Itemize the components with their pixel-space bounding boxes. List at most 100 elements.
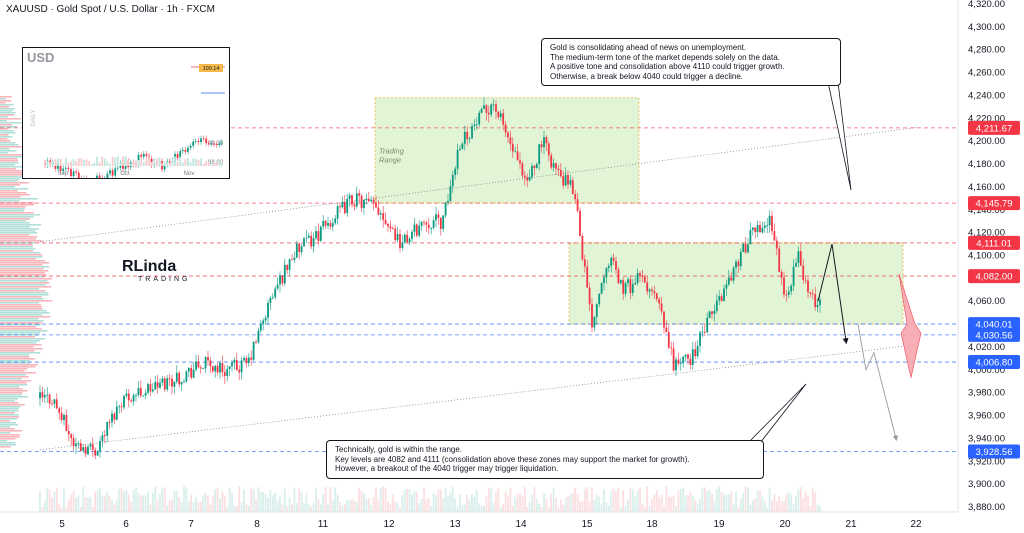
profile-bar	[0, 262, 50, 264]
profile-bar	[0, 186, 15, 188]
volume-bar	[262, 492, 265, 512]
candle-body	[694, 349, 697, 357]
volume-bar	[583, 488, 586, 512]
volume-bar	[190, 494, 193, 512]
candle-body	[591, 304, 593, 328]
profile-bar	[0, 444, 16, 446]
callout-top[interactable]: Gold is consolidating ahead of news on u…	[541, 38, 841, 87]
level-label-bg	[968, 120, 1020, 135]
price-tick-label: 3,960.00	[968, 411, 1005, 422]
inset-volume-bar	[111, 156, 114, 166]
profile-bar	[0, 268, 44, 270]
candle-body	[207, 357, 209, 361]
candle-body	[528, 176, 531, 181]
volume-bar	[123, 491, 125, 512]
inset-volume-bar	[189, 162, 192, 166]
volume-bar	[312, 503, 315, 512]
time-axis[interactable]: 5 6 7 8 11 12 13 14 15 18 19 20 21 22	[59, 519, 922, 530]
candle-body	[123, 395, 125, 408]
volume-bar	[120, 487, 123, 512]
candle-body	[245, 358, 248, 364]
inset-volume-bar	[184, 158, 187, 166]
inset-candle-body	[62, 168, 65, 171]
profile-bar	[0, 350, 35, 352]
candle-body	[761, 227, 764, 233]
volume-bar	[634, 496, 637, 512]
price-tick-label: 4,200.00	[968, 136, 1005, 147]
profile-bar	[0, 304, 42, 306]
profile-bar	[0, 430, 23, 432]
volume-bar	[406, 489, 409, 512]
volume-bar	[178, 496, 181, 512]
profile-bar	[0, 432, 11, 434]
volume-bar	[171, 499, 173, 512]
volume-bar	[185, 487, 188, 512]
volume-bar	[768, 487, 771, 512]
volume-bar	[127, 494, 130, 512]
volume-bar	[504, 491, 507, 512]
volume-bar	[319, 504, 322, 512]
price-tick-label: 4,180.00	[968, 159, 1005, 170]
candle-body	[420, 221, 423, 226]
candle-body	[319, 226, 322, 241]
inset-candle-body	[194, 140, 197, 142]
candle-body	[180, 381, 183, 385]
volume-bar	[593, 499, 596, 512]
volume-bar	[286, 506, 289, 512]
profile-bar	[0, 294, 49, 296]
candle-body	[250, 357, 253, 360]
volume-bar	[403, 489, 406, 512]
inset-candle-body	[197, 140, 200, 143]
volume-bar	[327, 504, 329, 512]
inset-candle-body	[200, 138, 202, 143]
candle-body	[595, 304, 598, 317]
inset-candle-body	[122, 163, 124, 169]
profile-bar	[0, 178, 20, 180]
candle-body	[355, 193, 358, 207]
candle-body	[130, 400, 133, 402]
candle-body	[382, 213, 385, 220]
candle-body	[699, 332, 701, 346]
volume-bar	[706, 490, 709, 512]
volume-bar	[202, 495, 205, 512]
candle-body	[339, 206, 341, 208]
profile-bar	[0, 130, 14, 132]
profile-bar	[0, 220, 27, 222]
volume-bar	[682, 487, 685, 512]
inset-volume-bar	[202, 163, 205, 166]
inset-volume-bar	[96, 156, 98, 166]
profile-bar	[0, 380, 32, 382]
symbol-header[interactable]: XAUUSD · Gold Spot / U.S. Dollar · 1h · …	[6, 4, 215, 15]
callout-bottom[interactable]: Technically, gold is within the range. K…	[326, 440, 764, 479]
candle-body	[720, 296, 723, 302]
candle-body	[142, 395, 145, 397]
profile-bar	[0, 224, 42, 226]
candle-body	[144, 392, 147, 396]
volume-bar	[723, 494, 725, 512]
volume-bar	[713, 501, 716, 512]
volume-bar	[785, 494, 788, 512]
candle-body	[504, 124, 507, 133]
inset-volume-bar	[54, 160, 57, 166]
profile-bar	[0, 416, 19, 418]
inset-volume-bar	[62, 163, 65, 166]
zone-rect	[568, 242, 904, 325]
candle-body	[324, 220, 327, 226]
volume-bar	[79, 507, 82, 512]
profile-bar	[0, 154, 22, 156]
price-tick-label: 3,880.00	[968, 502, 1005, 513]
candle-body	[785, 294, 788, 296]
candle-body	[168, 378, 171, 380]
volume-bar	[766, 507, 769, 512]
volume-bar	[802, 498, 805, 512]
volume-bar	[228, 487, 231, 512]
volume-bar	[787, 492, 790, 512]
candle-body	[763, 225, 766, 228]
inset-candle-body	[64, 167, 67, 169]
candle-body	[706, 317, 709, 333]
inset-time-tick: Nov	[184, 171, 195, 177]
inset-title: USD	[27, 50, 55, 65]
price-axis[interactable]: 3,880.00 3,900.00 3,920.00 3,940.00 3,960.00…	[968, 0, 1005, 513]
volume-bar	[195, 496, 197, 512]
